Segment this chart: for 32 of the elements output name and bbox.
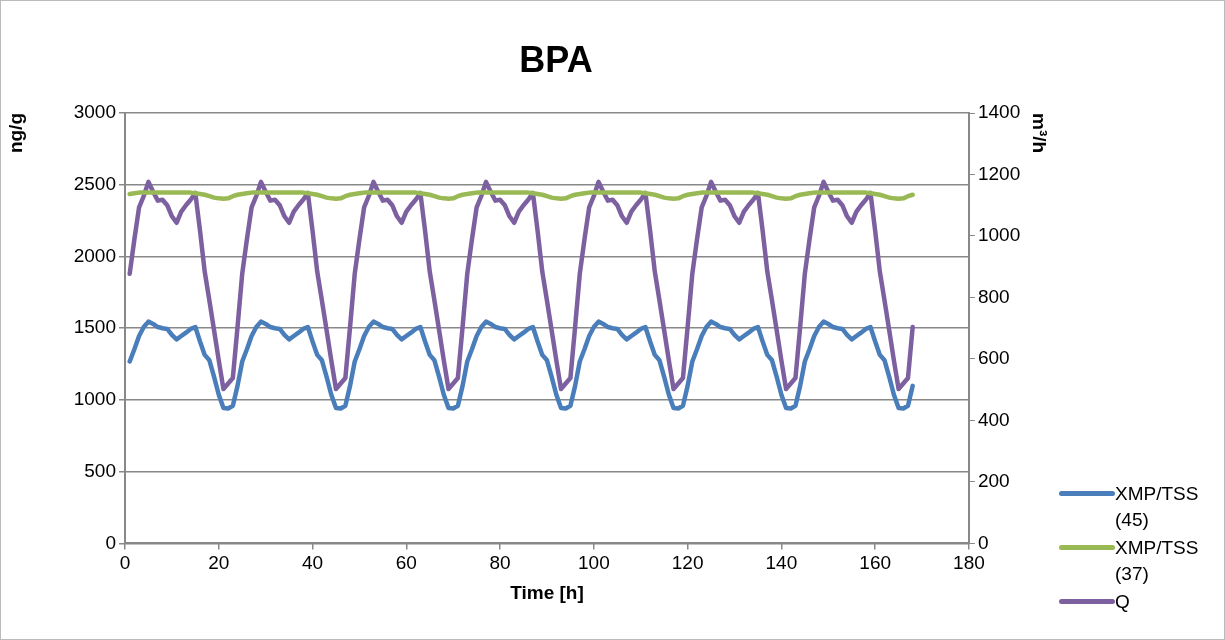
y2-tick-label: 800 xyxy=(977,285,1010,307)
legend-label: XMP/TSS (45) xyxy=(1115,482,1200,532)
legend-label: XMP/TSS (37) xyxy=(1115,536,1200,586)
y-tick-label: 0 xyxy=(105,531,116,553)
y-tick-label: 3000 xyxy=(73,101,116,123)
y2-tick-label: 600 xyxy=(977,347,1010,369)
x-tick-label: 180 xyxy=(953,552,985,574)
y2-tick-label: 400 xyxy=(977,408,1010,430)
y-tick-label: 500 xyxy=(84,459,116,481)
y-tick-label: 2500 xyxy=(73,172,116,194)
y2-tick-label: 1200 xyxy=(977,162,1021,184)
x-tick-label: 60 xyxy=(395,552,417,574)
legend-label: Q xyxy=(1115,590,1131,614)
y2-tick-label: 1000 xyxy=(977,224,1021,246)
y2-tick-label: 200 xyxy=(977,470,1010,492)
y2-tick-label: 1400 xyxy=(977,101,1021,123)
chart-title: BPA xyxy=(518,39,594,81)
x-tick-label: 40 xyxy=(301,552,324,574)
y2-tick-label: 0 xyxy=(977,531,989,553)
y-tick-label: 1000 xyxy=(73,388,116,410)
x-tick-label: 120 xyxy=(671,552,704,574)
y-tick-label: 1500 xyxy=(73,316,116,338)
x-tick-label: 160 xyxy=(859,552,892,574)
y-axis-title: ng/g xyxy=(4,113,26,154)
y2-axis-title: m³/h xyxy=(1029,113,1051,154)
y-tick-label: 2000 xyxy=(73,244,116,266)
x-tick-label: 100 xyxy=(578,552,610,574)
x-tick-label: 80 xyxy=(489,552,511,574)
x-axis-title: Time [h] xyxy=(510,581,584,603)
x-tick-label: 0 xyxy=(119,552,131,574)
x-tick-label: 20 xyxy=(208,552,230,574)
x-tick-label: 140 xyxy=(765,552,798,574)
